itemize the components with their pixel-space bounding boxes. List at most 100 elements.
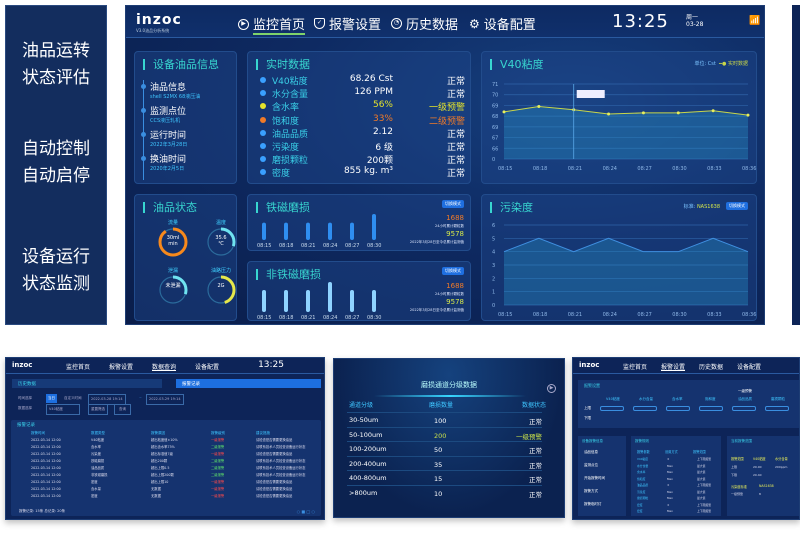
metric-value: 6 级 <box>375 142 393 153</box>
close-icon[interactable]: ▶ <box>547 384 556 393</box>
wear-count: 10 <box>434 490 443 498</box>
timeline-dot-icon <box>141 84 146 89</box>
table-row[interactable]: 2022-03-14 12:00 V40粘度 超出粘度值±10% 一级报警 请检查是否需… <box>11 438 321 444</box>
table-row[interactable]: 2022-03-14 12:00 污染度 超出标准值7级 一级报警 请检查是否需要更换油… <box>11 452 321 458</box>
nav-device-config[interactable]: ⚙ 设备配置 <box>469 14 536 34</box>
mini-nav-item[interactable]: 报警设置 <box>661 364 686 371</box>
x-tick-label: 08:27 <box>637 166 651 172</box>
mode-switch-button[interactable]: 切换模式 <box>442 267 464 275</box>
total-count: 9578 <box>446 230 464 238</box>
table-cell: 一级报警 <box>211 487 225 491</box>
y-tick-label: 2 <box>492 276 495 282</box>
status-dot-icon <box>260 90 266 97</box>
table-row[interactable]: 2022-03-14 12:00 油品品质 超出上限0.5 二级报警 请联系技术人员检查… <box>11 466 321 472</box>
nav-history-data[interactable]: ◔ 历史数据 <box>391 14 458 33</box>
threshold-input[interactable] <box>765 406 789 411</box>
tab-alarm-records[interactable]: 报警记录 <box>176 379 321 388</box>
nav-label: 报警设置 <box>329 18 382 33</box>
x-tick-label: 08:15 <box>257 243 271 249</box>
metric-status: 正常 <box>446 142 465 153</box>
table-row[interactable]: 2022-03-14 12:00 密度 无数据 一级报警 请检查是否需要更换油品 <box>11 494 321 500</box>
metric-name: 含水率 <box>272 103 300 114</box>
column-header: 报警参数 <box>637 450 650 454</box>
mini-nav-item[interactable]: 报警设置 <box>109 364 134 371</box>
lower-label: 下限 <box>584 416 591 420</box>
pagination[interactable]: ○ ■ □ ○ <box>296 509 315 514</box>
history-screenshot: inzoc 监控首页 报警设置 数据查询 设备配置 13:25 历史数据 报警记录 时间选择 当日… <box>5 357 325 520</box>
threshold-input[interactable] <box>732 406 756 411</box>
mode-switch-button[interactable]: 切换模式 <box>442 200 464 208</box>
rule-cell: 最大值 <box>697 463 706 468</box>
data-type-select[interactable]: V40粘度 <box>46 404 80 415</box>
x-tick-label: 08:18 <box>279 315 293 321</box>
feature-line: 状态评估 <box>22 68 90 88</box>
mini-nav-item[interactable]: 监控首页 <box>623 364 648 371</box>
query-button[interactable]: 查询 <box>114 404 131 415</box>
table-row[interactable]: 2022-03-14 12:00 非铁磁磨损 超出上限200颗 二级报警 请联系技术人员… <box>11 473 321 479</box>
panel-title: 报警规则 <box>635 439 649 443</box>
gauge-value: 2G <box>217 283 225 289</box>
gauge: 流量 30ml min <box>157 219 189 265</box>
wifi-icon[interactable]: 📶 <box>749 16 761 26</box>
data-status: 正常 <box>529 476 542 485</box>
chart-title: V40粘度 <box>490 59 544 70</box>
table-cell: 密度 <box>91 480 98 484</box>
alarm-settings-panel: 报警设置 一级预警 V40粘度 水分含量 含水率 饱和度 油品品质 磨损颗粒 上限 下限 <box>578 380 799 428</box>
gauge-ring <box>206 227 236 257</box>
table-cell: 请联系技术人员检查设备运行状态 <box>256 473 306 477</box>
table-row[interactable]: 2022-03-14 12:00 铁磁磨损 超出200颗 二级报警 请联系技术人员检查设… <box>11 459 321 465</box>
realtime-row: V40粘度 68.26 Cst 正常 <box>260 74 465 87</box>
oil-state-panel: 油品状态 流量 30ml min 温度 35.6 ℃ 泄漏 未泄漏 油路压力 2G <box>134 194 237 321</box>
metric-name: 磨损颗粒 <box>272 156 309 167</box>
mini-nav-item[interactable]: 历史数据 <box>699 364 724 371</box>
nav-alarm-settings[interactable]: ✓ 报警设置 <box>314 14 381 33</box>
wear-count: 15 <box>434 475 443 484</box>
rule-cell: 上下限报警 <box>697 483 711 487</box>
series-line <box>503 237 749 253</box>
nav-monitor-home[interactable]: ▶ 监控首页 <box>238 14 306 35</box>
table-cell: 2022-03-14 12:00 <box>31 466 61 470</box>
oil-info-value: CCS液压轧机 <box>150 118 181 124</box>
mini-nav-item[interactable]: 设备配置 <box>195 364 220 371</box>
mini-nav-item[interactable]: 设备配置 <box>737 364 762 371</box>
table-row[interactable]: 2022-03-14 12:00 含水率 超出含水率75% 二级报警 请联系技术人员检查… <box>11 445 321 451</box>
reset-button[interactable]: 重置筛选 <box>88 404 108 415</box>
oil-info-item: 运行时间 2022年3月28日 <box>141 128 187 148</box>
count-24h-label: 24小时累计颗粒数 <box>435 224 464 228</box>
table-row[interactable]: 2022-03-14 12:00 含水量 无数据 一级报警 请检查是否需要更换油品 <box>11 487 321 493</box>
table-cell: 含水量 <box>91 487 101 491</box>
metric-status: 正常 <box>446 169 465 180</box>
mini-nav-item[interactable]: 数据查询 <box>152 364 177 371</box>
threshold-input[interactable] <box>666 406 690 411</box>
standard-info: 标准: NAS1638 <box>684 203 720 210</box>
table-cell: 超出上限10 <box>151 480 169 484</box>
table-row[interactable]: 2022-03-14 12:00 密度 超出上限10 一级报警 请检查是否需要更换油品 <box>11 480 321 486</box>
table-cell: 请检查是否需要更换油品 <box>256 487 293 491</box>
threshold-input[interactable] <box>600 406 624 411</box>
threshold-input[interactable] <box>699 406 723 411</box>
x-tick-label: 08:36 <box>742 166 756 172</box>
end-date-input[interactable]: 2022-03-29 19:14 <box>146 394 184 405</box>
column-header: V40粘度 <box>753 457 766 461</box>
bar <box>284 222 288 240</box>
threshold-input[interactable] <box>633 406 657 411</box>
mini-nav-item[interactable]: 监控首页 <box>66 364 91 371</box>
tab-history[interactable]: 历史数据 <box>12 379 162 388</box>
chart-legend: 单位: Cst ━● 实时数据 <box>694 60 748 67</box>
mode-switch-button[interactable]: 切换模式 <box>726 202 748 210</box>
nonferro-wear-panel: 非铁磁磨损 切换模式 1688 24小时累计颗粒数 9578 2022年3月28… <box>247 261 471 321</box>
rule-cell: 最大值 <box>697 470 706 474</box>
today-button[interactable]: 当日 <box>46 394 57 403</box>
x-tick-label: 08:30 <box>672 166 686 172</box>
column-header: 磨损数量 <box>429 402 454 409</box>
realtime-row: 油品品质 2.12 正常 <box>260 127 465 140</box>
realtime-row: 含水率 56% 一级预警 <box>260 100 465 113</box>
column-header: 水分含量 <box>775 457 788 461</box>
column-header: 报警时间 <box>31 431 45 435</box>
nonferro-bar-chart: 08:15 08:18 08:21 08:24 08:27 08:30 <box>257 282 381 321</box>
rule-cell: 油品品质 <box>637 483 649 487</box>
date: 03-28 <box>686 21 704 28</box>
wear-count: 100 <box>434 417 447 425</box>
x-tick-label: 08:24 <box>603 166 617 172</box>
range-cell: 上限 <box>731 465 738 469</box>
